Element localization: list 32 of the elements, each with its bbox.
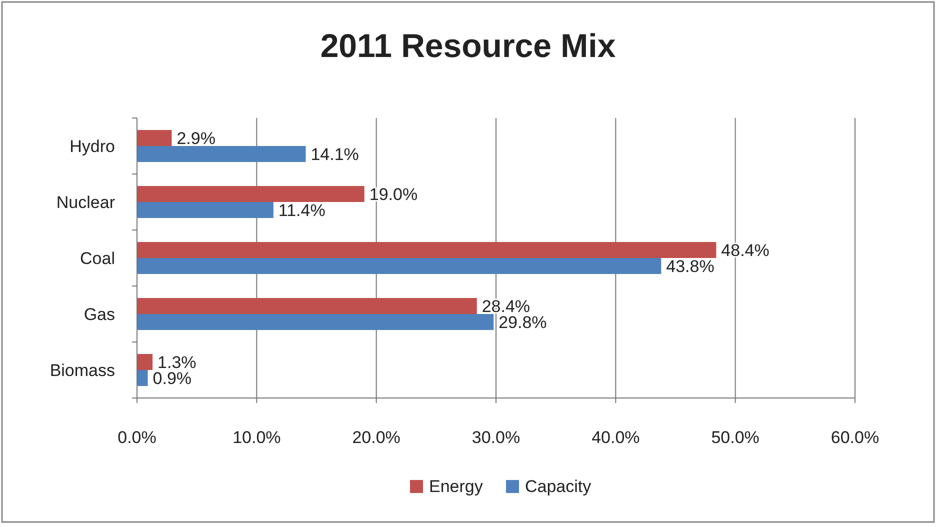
bar bbox=[137, 202, 274, 218]
bar bbox=[137, 258, 662, 274]
y-tick-label: Gas bbox=[84, 305, 115, 324]
data-label: 2.9% bbox=[176, 129, 216, 148]
chart-title: 2011 Resource Mix bbox=[320, 27, 616, 64]
x-tick-label: 50.0% bbox=[711, 428, 760, 447]
data-label: 11.4% bbox=[278, 201, 326, 220]
bar bbox=[137, 146, 306, 162]
bar bbox=[137, 298, 477, 314]
bar bbox=[137, 242, 716, 258]
bar bbox=[137, 186, 364, 202]
y-tick-label: Coal bbox=[80, 249, 115, 268]
data-label: 43.8% bbox=[666, 257, 714, 276]
bar bbox=[137, 370, 148, 386]
x-tick-label: 60.0% bbox=[830, 428, 880, 447]
data-label: 29.8% bbox=[498, 313, 547, 332]
x-tick-label: 40.0% bbox=[592, 428, 640, 447]
bar bbox=[137, 130, 172, 146]
x-tick-label: 30.0% bbox=[472, 428, 520, 447]
y-tick-label: Hydro bbox=[70, 137, 115, 156]
data-label: 0.9% bbox=[152, 369, 192, 388]
bar bbox=[137, 354, 153, 370]
legend-label: Capacity bbox=[525, 477, 592, 496]
x-tick-label: 10.0% bbox=[232, 428, 281, 447]
y-tick-label: Biomass bbox=[50, 361, 115, 380]
data-label: 14.1% bbox=[310, 145, 359, 164]
x-tick-label: 0.0% bbox=[118, 428, 156, 447]
data-label: 1.3% bbox=[158, 353, 196, 372]
y-tick-label: Nuclear bbox=[56, 193, 116, 212]
bar bbox=[137, 314, 494, 330]
x-tick-label: 20.0% bbox=[352, 428, 400, 447]
legend-label: Energy bbox=[429, 477, 484, 496]
